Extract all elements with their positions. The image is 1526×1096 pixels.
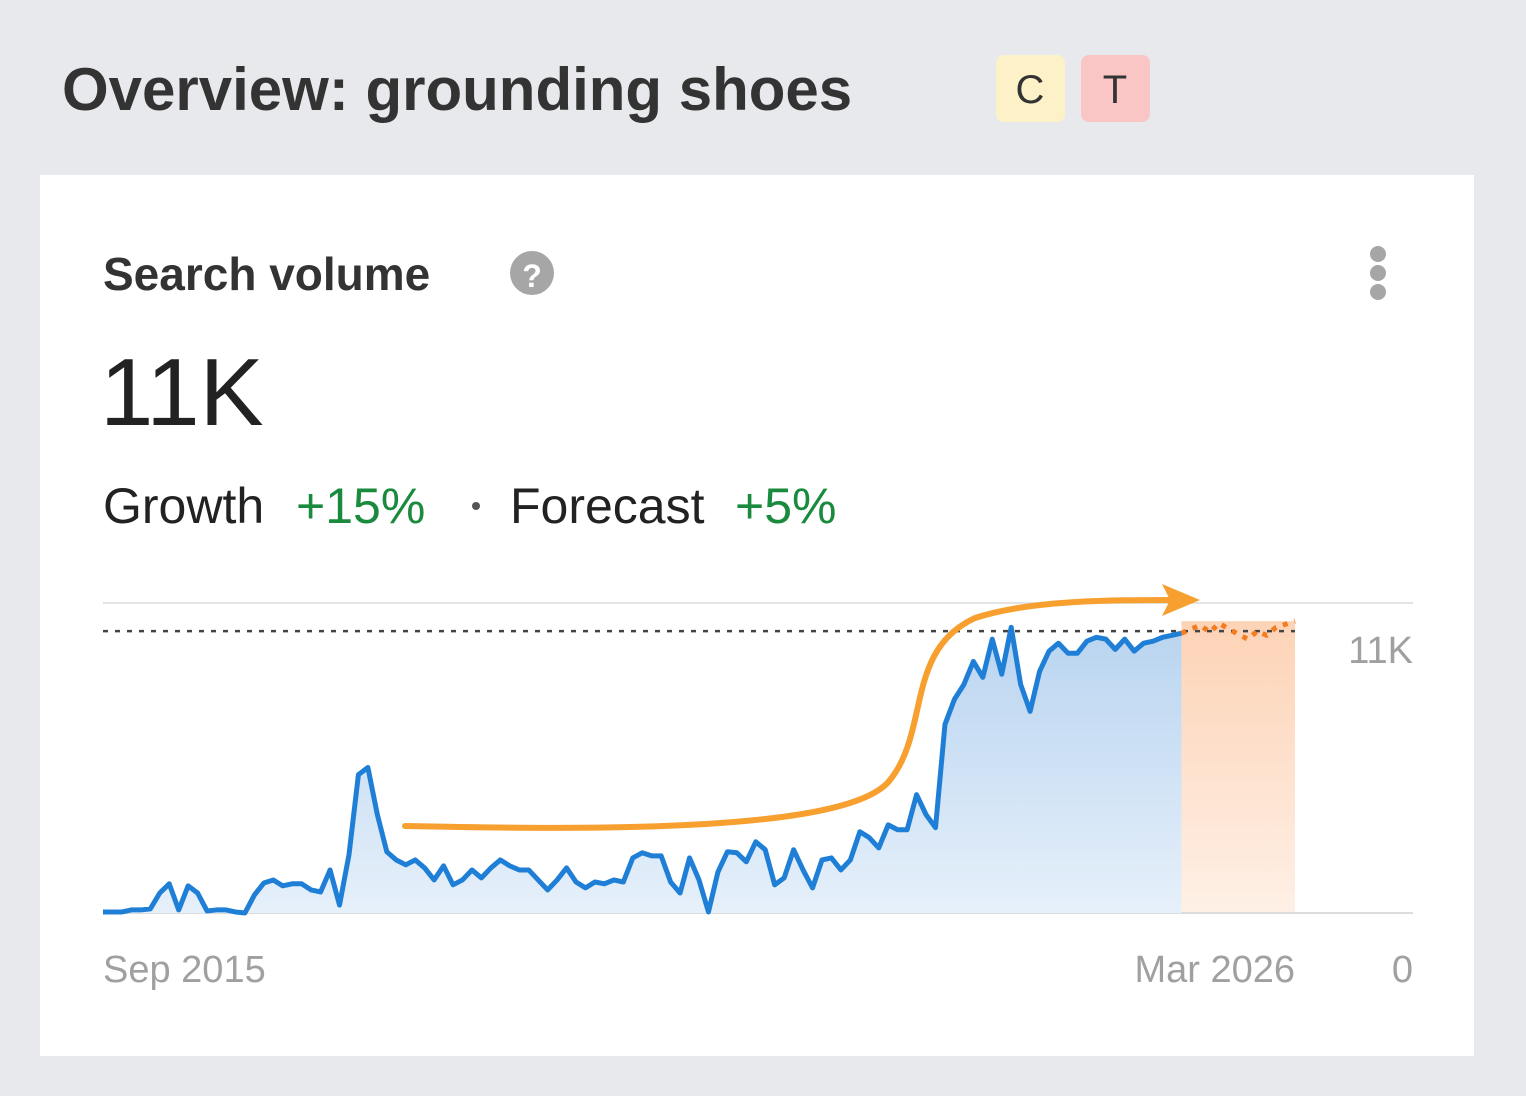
menu-dot[interactable] <box>1370 284 1386 300</box>
y-tick-label: 11K <box>1348 630 1413 672</box>
help-icon[interactable] <box>510 251 554 295</box>
series-area <box>103 627 1182 913</box>
page-title: Overview: grounding shoes <box>62 56 852 123</box>
badge[interactable] <box>1081 55 1150 122</box>
annotation-arrow <box>402 584 1200 831</box>
series-line <box>103 624 1183 916</box>
card <box>40 175 1474 1056</box>
menu-dot[interactable] <box>1370 246 1386 262</box>
chart: 0 11K Sep 2015 Mar 2026 <box>103 602 1413 991</box>
x-tick-label: Mar 2026 <box>1134 949 1295 991</box>
badge-label[interactable]: C <box>1016 68 1045 112</box>
y-tick-label: 0 <box>1392 949 1413 991</box>
growth-label: Growth <box>103 478 264 534</box>
x-tick-label: Sep 2015 <box>103 949 266 991</box>
badge-label[interactable]: T <box>1103 68 1127 112</box>
growth-value: +15% <box>296 478 425 534</box>
menu-dot[interactable] <box>1370 265 1386 281</box>
forecast-label: Forecast <box>510 478 705 534</box>
annotation-curve <box>402 597 1183 831</box>
forecast-line <box>1180 618 1296 642</box>
separator <box>472 502 480 510</box>
forecast-value: +5% <box>735 478 836 534</box>
volume-value: 11K <box>100 339 264 446</box>
forecast-band <box>1181 621 1295 913</box>
annotation-arrowhead <box>1162 584 1200 616</box>
help-icon-glyph[interactable]: ? <box>522 258 542 294</box>
menu-button[interactable] <box>1370 246 1386 300</box>
card-title: Search volume <box>103 248 430 300</box>
badge[interactable] <box>996 55 1065 122</box>
